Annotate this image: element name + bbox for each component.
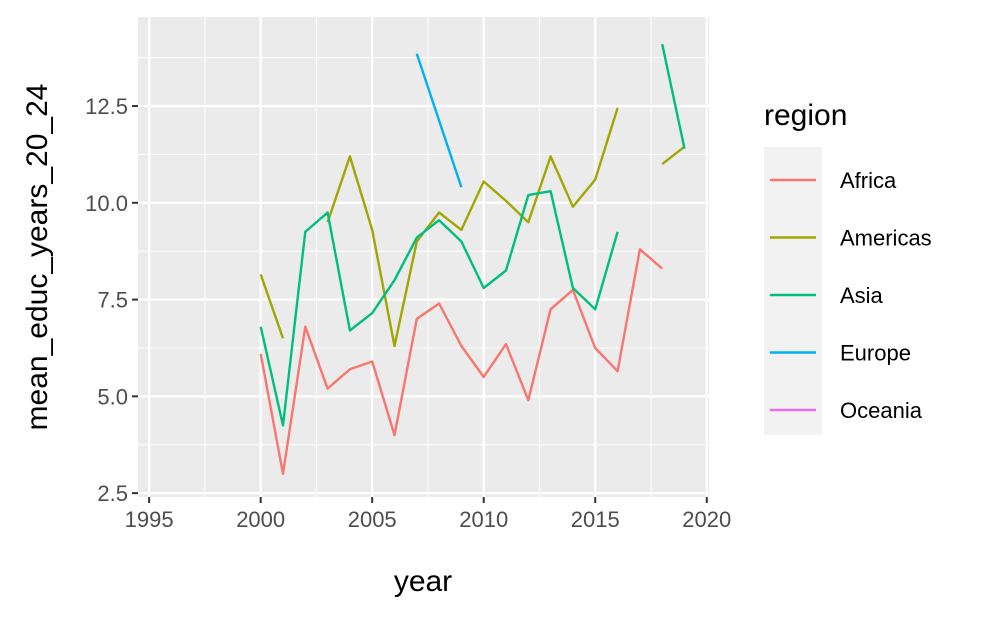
legend-item-europe: Europe [770, 341, 911, 366]
legend: region Africa Americas Asia Europe Oceania [764, 99, 932, 435]
x-tick-label: 1995 [125, 507, 174, 532]
y-axis: 2.5 5.0 7.5 10.0 12.5 [85, 94, 138, 506]
legend-item-americas: Americas [770, 226, 932, 251]
x-tick-label: 2000 [236, 507, 285, 532]
y-tick-label: 2.5 [97, 481, 128, 506]
x-tick-label: 2010 [459, 507, 508, 532]
series-line-americas [259, 274, 285, 339]
legend-label-oceania: Oceania [840, 398, 923, 423]
legend-label-europe: Europe [840, 341, 911, 366]
legend-items: Africa Americas Asia Europe Oceania [770, 168, 932, 423]
legend-label-asia: Asia [840, 283, 884, 308]
y-axis-title: mean_educ_years_20_24 [21, 84, 54, 431]
legend-label-americas: Americas [840, 226, 932, 251]
legend-item-oceania: Oceania [770, 398, 923, 423]
legend-item-asia: Asia [770, 283, 884, 308]
x-axis: 1995 2000 2005 2010 2015 2020 [125, 497, 731, 532]
panel-background [138, 17, 709, 497]
series-line-americas [326, 107, 619, 348]
series-line-asia [259, 189, 619, 427]
x-axis-title: year [394, 565, 452, 598]
legend-key-background [764, 147, 822, 435]
y-tick-label: 7.5 [97, 288, 128, 313]
legend-title: region [764, 99, 847, 132]
series-line-africa [259, 248, 663, 475]
series-lines [259, 43, 686, 475]
y-tick-label: 12.5 [85, 94, 128, 119]
y-tick-label: 10.0 [85, 191, 128, 216]
x-tick-label: 2020 [682, 507, 731, 532]
series-line-asia [661, 43, 686, 149]
legend-label-africa: Africa [840, 168, 897, 193]
legend-item-africa: Africa [770, 168, 897, 193]
series-line-europe [415, 53, 463, 188]
x-tick-label: 2015 [571, 507, 620, 532]
major-grid [138, 17, 709, 497]
x-tick-label: 2005 [348, 507, 397, 532]
y-tick-label: 5.0 [97, 384, 128, 409]
minor-grid [138, 17, 709, 497]
series-line-americas [661, 145, 686, 166]
